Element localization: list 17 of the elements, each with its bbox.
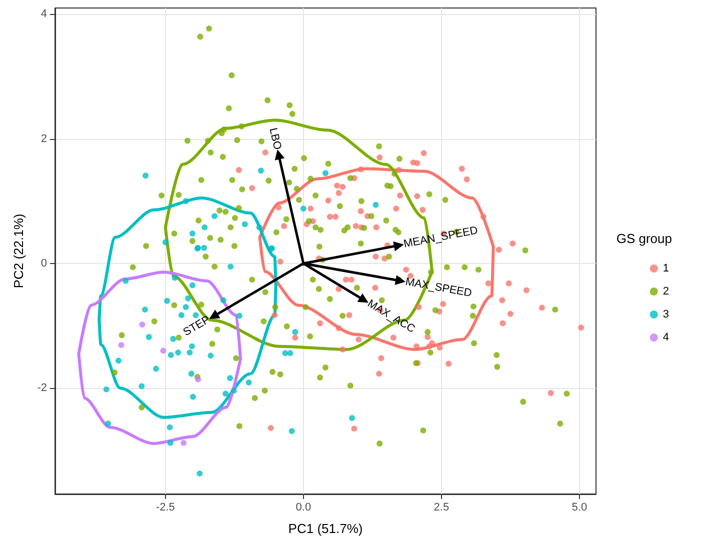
legend-label: 1 bbox=[662, 262, 670, 274]
y-tick-label: -2 bbox=[37, 382, 47, 394]
x-tick-label: 2.5 bbox=[434, 502, 450, 514]
x-axis-title: PC1 (51.7%) bbox=[288, 521, 363, 536]
annotation: MAX_SPEED bbox=[404, 276, 473, 300]
legend-label: 4 bbox=[662, 332, 670, 344]
x-tick-label: 5.0 bbox=[572, 502, 588, 514]
legend-title: GS group bbox=[616, 231, 672, 246]
legend-label: 3 bbox=[662, 308, 670, 320]
y-tick-label: 0 bbox=[40, 257, 47, 270]
y-tick-label: 4 bbox=[40, 8, 47, 20]
x-tick-label: 0.0 bbox=[296, 502, 312, 514]
x-tick-label: -2.5 bbox=[156, 502, 175, 514]
y-axis-title: PC2 (22.1%) bbox=[11, 214, 26, 288]
legend-label: 2 bbox=[662, 286, 670, 298]
annotation: LBO bbox=[266, 126, 284, 152]
y-tick-label: 2 bbox=[40, 132, 47, 145]
